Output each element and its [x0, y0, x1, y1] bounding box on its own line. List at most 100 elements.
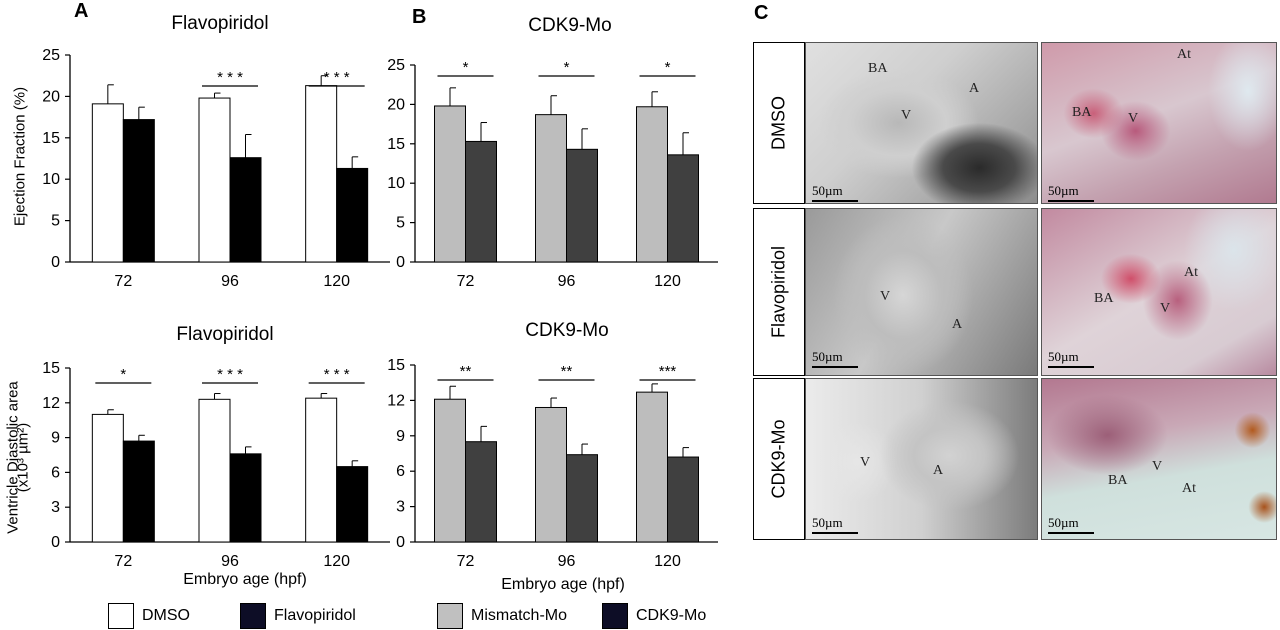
- bar-flavopiridol: [122, 440, 155, 543]
- bar-mismatch-mo: [434, 105, 466, 263]
- y-tick-label: 9: [396, 428, 405, 445]
- legend-cdk9: CDK9-Mo: [602, 603, 706, 629]
- chart-title-a-bottom: Flavopiridol: [176, 324, 274, 345]
- significance-label: *: [463, 59, 469, 76]
- label-at: At: [1182, 481, 1196, 496]
- x-tick-label: 96: [558, 553, 576, 570]
- label-ba: BA: [1094, 291, 1114, 306]
- legend-swatch-dmso: [108, 603, 134, 629]
- bar-cdk9-mo: [465, 140, 497, 263]
- bar-cdk9-mo: [566, 454, 598, 543]
- chart-title-b-top: CDK9-Mo: [528, 15, 612, 36]
- y-tick-label: 12: [42, 395, 60, 412]
- x-tick-label: 120: [323, 553, 350, 570]
- y-tick-label: 5: [396, 215, 405, 232]
- legend-swatch-cdk9: [602, 603, 628, 629]
- bar-flavopiridol: [336, 167, 369, 263]
- x-tick-label: 96: [221, 273, 239, 290]
- bar-mismatch-mo: [535, 406, 567, 543]
- significance-label: ***: [659, 363, 677, 380]
- bar-mismatch-mo: [535, 114, 567, 263]
- x-tick-label: 120: [323, 273, 350, 290]
- micrograph-dmso-histology: At BA V 50µm: [1041, 42, 1277, 204]
- bar-cdk9-mo: [667, 456, 699, 543]
- legend-mismatch: Mismatch-Mo: [437, 603, 567, 629]
- bar-flavopiridol: [229, 453, 262, 543]
- chart-title-a-top: Flavopiridol: [171, 13, 269, 34]
- y-tick-label: 9: [51, 430, 60, 447]
- label-v: V: [1160, 301, 1171, 316]
- y-tick-label: 20: [42, 88, 60, 105]
- scale-bar: 50µm: [812, 183, 858, 202]
- y-tick-label: 0: [396, 254, 405, 271]
- bar-mismatch-mo: [636, 391, 668, 543]
- y-tick-label: 0: [396, 534, 405, 551]
- panel-letter-a: A: [74, 0, 89, 22]
- legend-dmso: DMSO: [108, 603, 190, 629]
- label-v: V: [880, 289, 891, 304]
- legend-label-flavopiridol: Flavopiridol: [274, 607, 356, 624]
- y-tick-label: 12: [387, 392, 405, 409]
- y-tick-label: 6: [396, 463, 405, 480]
- significance-label: * * *: [324, 366, 350, 383]
- bar-flavopiridol: [122, 119, 155, 263]
- legend-swatch-mismatch: [437, 603, 463, 629]
- micrograph-cdk9-brightfield: V A 50µm: [805, 378, 1038, 540]
- y-tick-label: 5: [51, 213, 60, 230]
- y-tick-label: 25: [387, 57, 405, 74]
- label-a: A: [969, 81, 980, 96]
- row-label-box-dmso: DMSO: [753, 42, 805, 204]
- row-label-cdk9: CDK9-Mo: [768, 419, 789, 499]
- bar-dmso: [91, 413, 124, 543]
- y-tick-label: 15: [387, 357, 405, 374]
- x-tick-label: 96: [558, 273, 576, 290]
- y-tick-label: 3: [396, 499, 405, 516]
- label-v: V: [901, 108, 912, 123]
- x-axis-label-b: Embryo age (hpf): [501, 576, 625, 593]
- x-tick-label: 72: [114, 553, 132, 570]
- micrograph-flavopiridol-brightfield: V A 50µm: [805, 208, 1038, 376]
- x-tick-label: 96: [221, 553, 239, 570]
- significance-label: **: [460, 363, 472, 380]
- label-at: At: [1177, 47, 1191, 62]
- micrograph-flavopiridol-histology: At BA V 50µm: [1041, 208, 1277, 376]
- x-tick-label: 120: [654, 273, 681, 290]
- scale-bar: 50µm: [1048, 183, 1094, 202]
- label-a: A: [933, 463, 944, 478]
- bar-mismatch-mo: [636, 106, 668, 263]
- panel-letter-b: B: [412, 6, 427, 28]
- micrograph-dmso-brightfield: BA A V 50µm: [805, 42, 1038, 204]
- legend-label-cdk9: CDK9-Mo: [636, 607, 707, 624]
- legend-label-mismatch: Mismatch-Mo: [471, 607, 568, 624]
- legend-swatch-flavopiridol: [240, 603, 266, 629]
- y-tick-label: 15: [42, 360, 60, 377]
- label-ba: BA: [1072, 105, 1092, 120]
- bar-dmso: [305, 85, 338, 263]
- bar-cdk9-mo: [566, 148, 598, 263]
- bar-dmso: [91, 103, 124, 263]
- x-tick-label: 72: [114, 273, 132, 290]
- legend-label-dmso: DMSO: [142, 607, 190, 624]
- bar-dmso: [305, 397, 338, 543]
- label-ba: BA: [1108, 473, 1128, 488]
- y-tick-label: 0: [51, 254, 60, 271]
- row-label-dmso: DMSO: [768, 96, 789, 150]
- bar-dmso: [198, 97, 231, 263]
- legend-flavopiridol: Flavopiridol: [240, 603, 356, 629]
- y-tick-label: 0: [51, 534, 60, 551]
- significance-label: **: [561, 363, 573, 380]
- label-v: V: [860, 455, 871, 470]
- label-v: V: [1128, 111, 1139, 126]
- label-v: V: [1152, 459, 1163, 474]
- row-label-flavopiridol: Flavopiridol: [768, 245, 789, 339]
- significance-label: *: [120, 366, 126, 383]
- y-tick-label: 15: [387, 136, 405, 153]
- y-tick-label: 25: [42, 47, 60, 64]
- panel-letter-c: C: [754, 2, 769, 24]
- bar-dmso: [198, 398, 231, 543]
- bar-flavopiridol: [336, 466, 369, 543]
- bar-mismatch-mo: [434, 398, 466, 543]
- scale-bar: 50µm: [1048, 349, 1094, 368]
- x-tick-label: 120: [654, 553, 681, 570]
